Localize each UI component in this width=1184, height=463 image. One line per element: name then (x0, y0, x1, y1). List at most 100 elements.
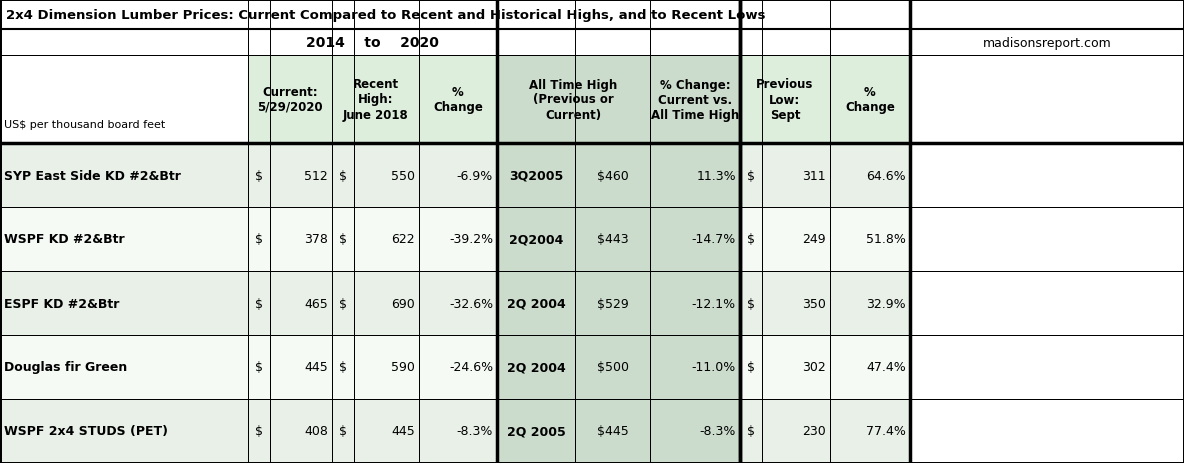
Bar (419, 30, 497, 56)
Bar (497, 144, 575, 207)
Bar (247, 335, 270, 399)
Bar (762, 207, 830, 271)
Bar (497, 56, 650, 144)
Text: -8.3%: -8.3% (700, 425, 736, 438)
Text: 2Q2004: 2Q2004 (509, 233, 564, 246)
Bar (740, 30, 830, 56)
Text: $: $ (339, 169, 347, 182)
Bar (830, 207, 910, 271)
Bar (740, 56, 830, 144)
Text: $460: $460 (597, 169, 629, 182)
Bar (910, 335, 1184, 399)
Bar (332, 207, 354, 271)
Text: 2x4 Dimension Lumber Prices: Current Compared to Recent and Historical Highs, an: 2x4 Dimension Lumber Prices: Current Com… (6, 8, 766, 21)
Text: All Time High
(Previous or
Current): All Time High (Previous or Current) (529, 78, 618, 121)
Bar (0, 0, 910, 30)
Bar (910, 399, 1184, 463)
Text: $: $ (255, 169, 263, 182)
Bar (740, 207, 762, 271)
Text: Recent
High:
June 2018: Recent High: June 2018 (342, 78, 408, 121)
Bar (497, 399, 575, 463)
Bar (650, 144, 740, 207)
Text: $: $ (747, 361, 755, 374)
Bar (497, 30, 650, 56)
Bar (830, 144, 910, 207)
Bar (830, 335, 910, 399)
Bar (419, 144, 497, 207)
Bar (0, 271, 247, 335)
Text: 249: 249 (803, 233, 826, 246)
Text: $500: $500 (597, 361, 629, 374)
Bar (0, 399, 247, 463)
Bar (575, 207, 650, 271)
Bar (332, 144, 354, 207)
Text: $: $ (255, 425, 263, 438)
Bar (910, 144, 1184, 207)
Text: 32.9%: 32.9% (867, 297, 906, 310)
Text: 11.3%: 11.3% (696, 169, 736, 182)
Text: ESPF KD #2&Btr: ESPF KD #2&Btr (4, 297, 120, 310)
Bar (650, 56, 740, 144)
Text: 3Q2005: 3Q2005 (509, 169, 564, 182)
Text: WSPF 2x4 STUDS (PET): WSPF 2x4 STUDS (PET) (4, 425, 168, 438)
Text: 230: 230 (803, 425, 826, 438)
Text: Current:
5/29/2020: Current: 5/29/2020 (257, 86, 323, 114)
Text: $: $ (747, 297, 755, 310)
Bar (0, 30, 247, 56)
Text: 350: 350 (802, 297, 826, 310)
Text: 590: 590 (391, 361, 416, 374)
Text: -11.0%: -11.0% (691, 361, 736, 374)
Bar (0, 207, 247, 271)
Text: 445: 445 (304, 361, 328, 374)
Text: $: $ (339, 297, 347, 310)
Bar (0, 335, 247, 399)
Text: -8.3%: -8.3% (457, 425, 493, 438)
Bar (740, 144, 762, 207)
Bar (910, 207, 1184, 271)
Bar (910, 271, 1184, 335)
Bar (762, 399, 830, 463)
Text: WSPF KD #2&Btr: WSPF KD #2&Btr (4, 233, 124, 246)
Text: $: $ (255, 297, 263, 310)
Text: 445: 445 (391, 425, 416, 438)
Text: 77.4%: 77.4% (867, 425, 906, 438)
Bar (247, 399, 270, 463)
Text: % Change:
Current vs.
All Time High: % Change: Current vs. All Time High (651, 78, 739, 121)
Text: %
Change: % Change (433, 86, 483, 114)
Bar (354, 271, 419, 335)
Bar (650, 30, 740, 56)
Text: Douglas fir Green: Douglas fir Green (4, 361, 127, 374)
Text: 622: 622 (392, 233, 416, 246)
Text: US$ per thousand board feet: US$ per thousand board feet (4, 120, 166, 130)
Text: -12.1%: -12.1% (691, 297, 736, 310)
Text: $: $ (339, 233, 347, 246)
Text: $: $ (339, 425, 347, 438)
Bar (650, 399, 740, 463)
Bar (497, 207, 575, 271)
Text: $: $ (747, 233, 755, 246)
Text: 311: 311 (803, 169, 826, 182)
Bar (419, 56, 497, 144)
Text: SYP East Side KD #2&Btr: SYP East Side KD #2&Btr (4, 169, 181, 182)
Text: -24.6%: -24.6% (449, 361, 493, 374)
Text: $: $ (747, 425, 755, 438)
Bar (650, 335, 740, 399)
Text: -39.2%: -39.2% (449, 233, 493, 246)
Text: 2Q 2004: 2Q 2004 (507, 361, 566, 374)
Text: madisonsreport.com: madisonsreport.com (983, 37, 1112, 50)
Bar (497, 271, 575, 335)
Bar (650, 207, 740, 271)
Bar (270, 207, 332, 271)
Text: $: $ (255, 361, 263, 374)
Bar (270, 399, 332, 463)
Text: -6.9%: -6.9% (457, 169, 493, 182)
Text: $445: $445 (597, 425, 629, 438)
Bar (247, 271, 270, 335)
Bar (830, 30, 910, 56)
Bar (419, 399, 497, 463)
Bar (575, 399, 650, 463)
Text: 408: 408 (304, 425, 328, 438)
Bar (0, 144, 247, 207)
Bar (650, 271, 740, 335)
Bar (830, 399, 910, 463)
